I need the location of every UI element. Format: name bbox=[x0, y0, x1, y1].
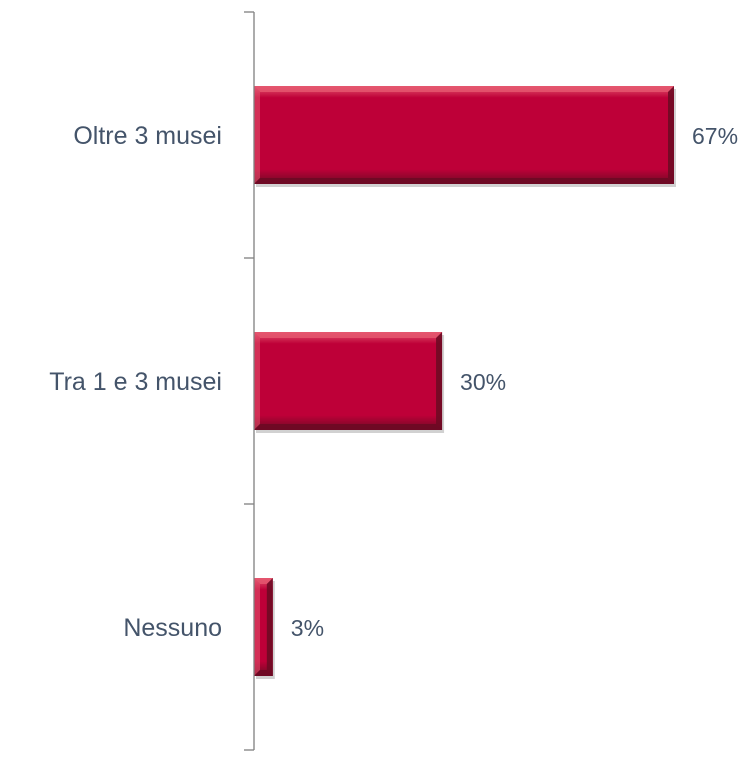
category-label: Tra 1 e 3 musei bbox=[49, 368, 222, 396]
category-label: Nessuno bbox=[123, 614, 222, 642]
data-label: 30% bbox=[460, 369, 506, 395]
bar bbox=[254, 578, 275, 679]
bar bbox=[254, 332, 445, 433]
data-label: 67% bbox=[692, 123, 738, 149]
category-label: Oltre 3 musei bbox=[73, 122, 222, 150]
labels-layer: Oltre 3 musei 67% Tra 1 e 3 musei 30% Nessun… bbox=[49, 122, 738, 642]
bar bbox=[254, 86, 676, 187]
category-axis bbox=[244, 11, 255, 751]
bars-layer bbox=[254, 86, 676, 679]
data-label: 3% bbox=[291, 615, 324, 641]
